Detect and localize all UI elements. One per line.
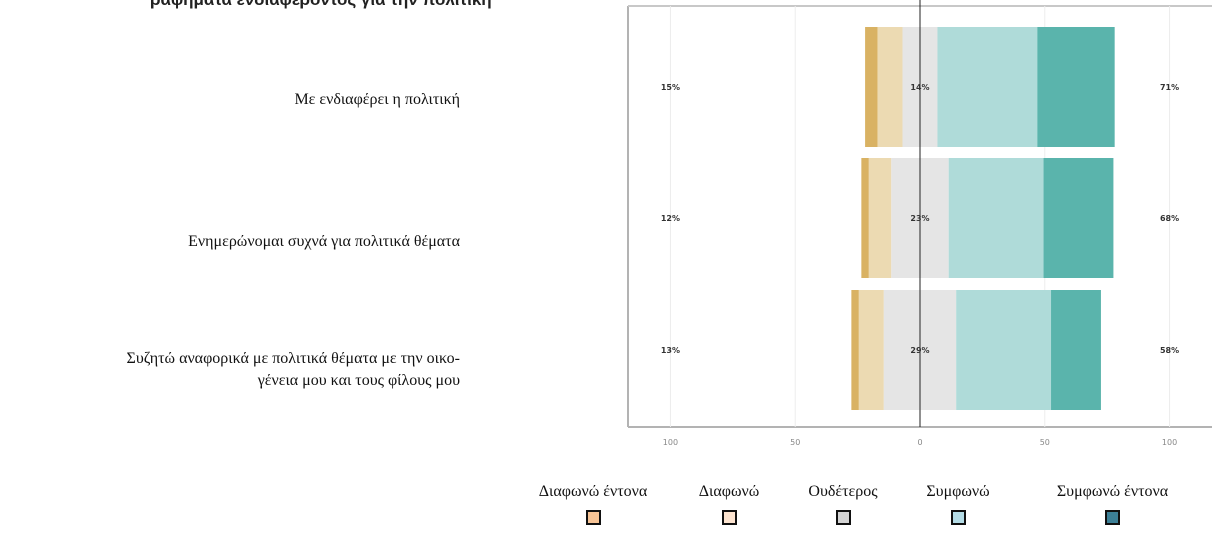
legend-item-agree: Συμφωνώ bbox=[898, 483, 1018, 530]
bar-segment bbox=[877, 27, 903, 147]
legend-label: Συμφωνώ έντονα bbox=[1056, 483, 1169, 500]
data-label: 29% bbox=[910, 346, 929, 355]
legend-swatch bbox=[585, 510, 601, 525]
bar-segment bbox=[868, 158, 892, 278]
legend-swatch bbox=[950, 510, 966, 525]
data-label: 23% bbox=[910, 214, 929, 223]
bar-segment bbox=[937, 27, 1038, 147]
data-label: 68% bbox=[1160, 214, 1179, 223]
legend-label: Διαφωνώ bbox=[698, 483, 760, 500]
bar-segment bbox=[1051, 290, 1101, 410]
data-label: 15% bbox=[661, 83, 680, 92]
legend-label: Ουδέτερος bbox=[808, 483, 878, 500]
bar-segment bbox=[1037, 27, 1115, 147]
bar-segment bbox=[858, 290, 884, 410]
bar-segment bbox=[861, 158, 869, 278]
legend-item-strongly-agree: Συμφωνώ έντονα bbox=[1030, 483, 1195, 530]
x-tick-label: 50 bbox=[790, 438, 800, 447]
legend-item-strongly-disagree: Διαφωνώ έντονα bbox=[518, 483, 668, 530]
bar-segment bbox=[948, 158, 1044, 278]
bar-segment bbox=[851, 290, 859, 410]
legend-swatch bbox=[721, 510, 737, 525]
legend-item-neutral: Ουδέτερος bbox=[788, 483, 898, 530]
legend-item-disagree: Διαφωνώ bbox=[683, 483, 775, 530]
data-label: 14% bbox=[910, 83, 929, 92]
x-tick-label: 50 bbox=[1040, 438, 1050, 447]
legend-label: Συμφωνώ bbox=[926, 483, 990, 500]
category-label-1: Με ενδιαφέρει η πολιτική bbox=[294, 91, 460, 108]
data-label: 13% bbox=[661, 346, 680, 355]
x-tick-label: 100 bbox=[663, 438, 678, 447]
data-label: 58% bbox=[1160, 346, 1179, 355]
legend-label: Διαφωνώ έντονα bbox=[538, 483, 648, 500]
legend-swatch bbox=[835, 510, 851, 525]
legend-swatch bbox=[1105, 510, 1120, 525]
category-label-2: Ενημερώνομαι συχνά για πολιτικά θέματα bbox=[188, 233, 460, 250]
chart-title: ραφήματα ενδιαφέροντος για την πολιτική bbox=[150, 0, 492, 10]
category-label-3: Συζητώ αναφορικά με πολιτικά θέματα με τ… bbox=[126, 350, 461, 389]
bar-segment bbox=[956, 290, 1052, 410]
bar-segment bbox=[1043, 158, 1114, 278]
x-tick-label: 100 bbox=[1162, 438, 1177, 447]
data-label: 12% bbox=[661, 214, 680, 223]
x-tick-label: 0 bbox=[917, 438, 922, 447]
bar-segment bbox=[865, 27, 878, 147]
data-label: 71% bbox=[1160, 83, 1179, 92]
